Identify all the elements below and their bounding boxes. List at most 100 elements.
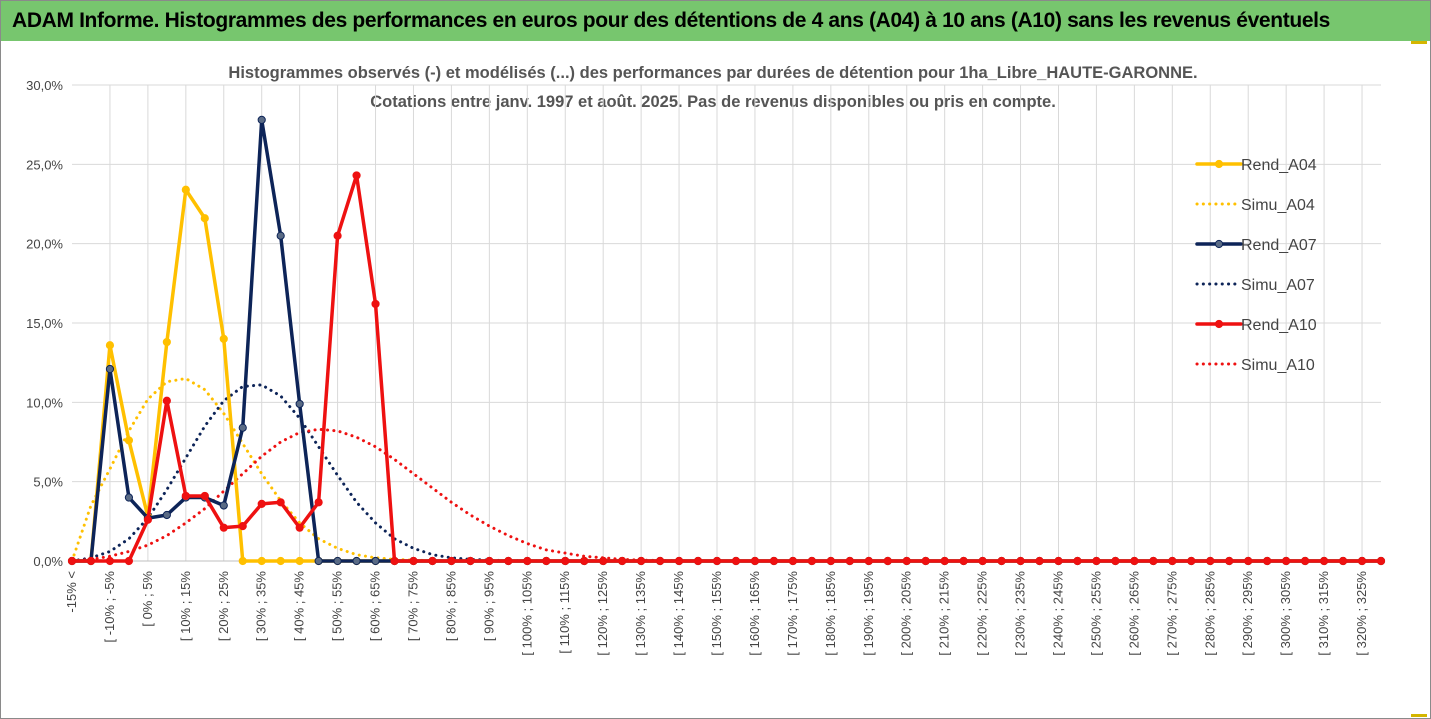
- data-point-Rend_A07: [276, 231, 285, 240]
- data-point-Rend_A07: [257, 115, 266, 125]
- data-point-Rend_A10: [1149, 556, 1158, 566]
- data-point-Rend_A10: [826, 556, 835, 566]
- legend-label-Simu_A07: Simu_A07: [1241, 277, 1315, 294]
- x-tick-label: [ 50% ; 55%: [330, 571, 345, 642]
- data-point-Rend_A10: [485, 556, 494, 566]
- data-point-Rend_A10: [788, 556, 797, 566]
- data-point-Rend_A10: [1206, 556, 1215, 566]
- data-point-Rend_A10: [504, 556, 513, 566]
- x-tick-label: [ 120% ; 125%: [595, 571, 610, 656]
- series-line-Rend_A10: [70, 173, 1383, 563]
- x-tick-label: [ 290% ; 295%: [1240, 571, 1255, 656]
- legend-marker-Rend_A07: [1214, 239, 1224, 249]
- data-point-Rend_A04: [238, 556, 247, 566]
- data-point-Rend_A10: [1319, 556, 1329, 566]
- data-point-Rend_A10: [921, 556, 930, 566]
- data-point-Rend_A07: [314, 556, 323, 566]
- x-tick-label: [ 220% ; 225%: [975, 571, 990, 656]
- x-tick-label: [ 150% ; 155%: [709, 571, 724, 656]
- x-tick-label: [ 80% ; 85%: [443, 571, 458, 642]
- data-point-Rend_A10: [542, 556, 551, 566]
- x-tick-label: [ 170% ; 175%: [785, 571, 800, 656]
- report-banner: ADAM Informe. Histogrammes des performan…: [1, 1, 1430, 41]
- data-point-Rend_A10: [333, 231, 342, 240]
- y-tick-label: 30,0%: [26, 78, 63, 93]
- data-point-Rend_A10: [599, 556, 608, 566]
- data-point-Rend_A07: [124, 493, 134, 502]
- data-point-Rend_A10: [447, 556, 456, 566]
- data-point-Rend_A10: [1263, 556, 1272, 566]
- data-point-Rend_A10: [618, 556, 627, 566]
- data-point-Rend_A10: [674, 556, 684, 566]
- report-title: ADAM Informe. Histogrammes des performan…: [12, 9, 1330, 32]
- x-tick-label: [ 130% ; 135%: [633, 571, 648, 656]
- data-point-Rend_A10: [1376, 556, 1386, 566]
- data-point-Rend_A04: [124, 436, 134, 445]
- x-tick-label: [ 100% ; 105%: [519, 571, 534, 656]
- data-point-Rend_A07: [162, 510, 171, 520]
- data-point-Rend_A10: [143, 515, 152, 524]
- data-point-Rend_A04: [276, 556, 285, 566]
- data-point-Rend_A10: [997, 556, 1006, 566]
- data-point-Rend_A10: [561, 556, 570, 566]
- data-point-Rend_A07: [219, 501, 228, 510]
- legend-marker-Rend_A04: [1214, 159, 1224, 169]
- x-tick-label: [ -10% ; -5%: [102, 571, 117, 643]
- x-tick-label: [ 160% ; 165%: [747, 571, 762, 656]
- x-tick-label: [ 90% ; 95%: [481, 571, 496, 642]
- data-point-Rend_A04: [162, 337, 171, 347]
- data-point-Rend_A10: [1130, 556, 1139, 566]
- x-tick-label: [ 270% ; 275%: [1164, 571, 1179, 656]
- x-tick-label: [ 0% ; 5%: [140, 571, 155, 627]
- data-point-Rend_A10: [656, 556, 665, 566]
- data-point-Rend_A10: [67, 556, 77, 566]
- data-point-Rend_A07: [371, 556, 380, 566]
- x-tick-label: [ 190% ; 195%: [861, 571, 876, 656]
- data-point-Rend_A10: [181, 491, 190, 501]
- series-line-Simu_A07: [70, 383, 1383, 563]
- x-tick-label: [ 60% ; 65%: [368, 571, 383, 642]
- data-point-Rend_A10: [352, 171, 361, 180]
- data-point-Rend_A10: [731, 556, 741, 566]
- data-point-Rend_A04: [219, 334, 228, 343]
- data-point-Rend_A10: [1225, 556, 1234, 566]
- data-point-Rend_A10: [940, 556, 949, 566]
- x-tick-label: [ 40% ; 45%: [292, 571, 307, 642]
- data-point-Rend_A10: [200, 491, 209, 501]
- data-point-Rend_A04: [257, 556, 266, 566]
- x-tick-label: [ 280% ; 285%: [1202, 571, 1217, 656]
- y-tick-label: 5,0%: [33, 475, 63, 490]
- data-point-Rend_A10: [257, 499, 266, 508]
- x-tick-label: [ 300% ; 305%: [1278, 571, 1293, 656]
- chart-subtitle: Cotations entre janv. 1997 et août. 2025…: [370, 93, 1056, 111]
- legend-label-Rend_A04: Rend_A04: [1241, 157, 1317, 174]
- data-point-Rend_A10: [1016, 556, 1025, 566]
- data-point-Rend_A07: [238, 423, 247, 432]
- series-line-Rend_A07: [70, 118, 1383, 563]
- x-tick-label: [ 30% ; 35%: [254, 571, 269, 642]
- legend-marker-Rend_A10: [1214, 319, 1224, 329]
- y-tick-label: 0,0%: [33, 554, 63, 569]
- data-point-Rend_A04: [181, 185, 190, 194]
- x-tick-label: [ 10% ; 15%: [178, 571, 193, 642]
- corner-mark: [1411, 714, 1427, 717]
- series-line-Simu_A10: [70, 427, 1383, 563]
- data-point-Rend_A10: [712, 556, 722, 566]
- data-point-Rend_A10: [978, 556, 987, 566]
- x-tick-label: [ 230% ; 235%: [1013, 571, 1028, 656]
- x-tick-label: [ 200% ; 205%: [899, 571, 914, 656]
- data-point-Rend_A10: [883, 556, 892, 566]
- corner-mark: [1411, 41, 1427, 44]
- data-point-Rend_A10: [1054, 556, 1063, 566]
- x-tick-label: [ 210% ; 215%: [937, 571, 952, 656]
- series-line-Simu_A04: [70, 377, 1383, 563]
- x-tick-label: [ 140% ; 145%: [671, 571, 686, 656]
- data-point-Rend_A10: [1357, 556, 1367, 566]
- x-tick-label: [ 110% ; 115%: [557, 571, 572, 654]
- y-tick-label: 25,0%: [26, 157, 63, 172]
- data-point-Rend_A10: [428, 556, 437, 566]
- data-point-Rend_A10: [1092, 556, 1101, 566]
- data-point-Rend_A10: [371, 299, 380, 309]
